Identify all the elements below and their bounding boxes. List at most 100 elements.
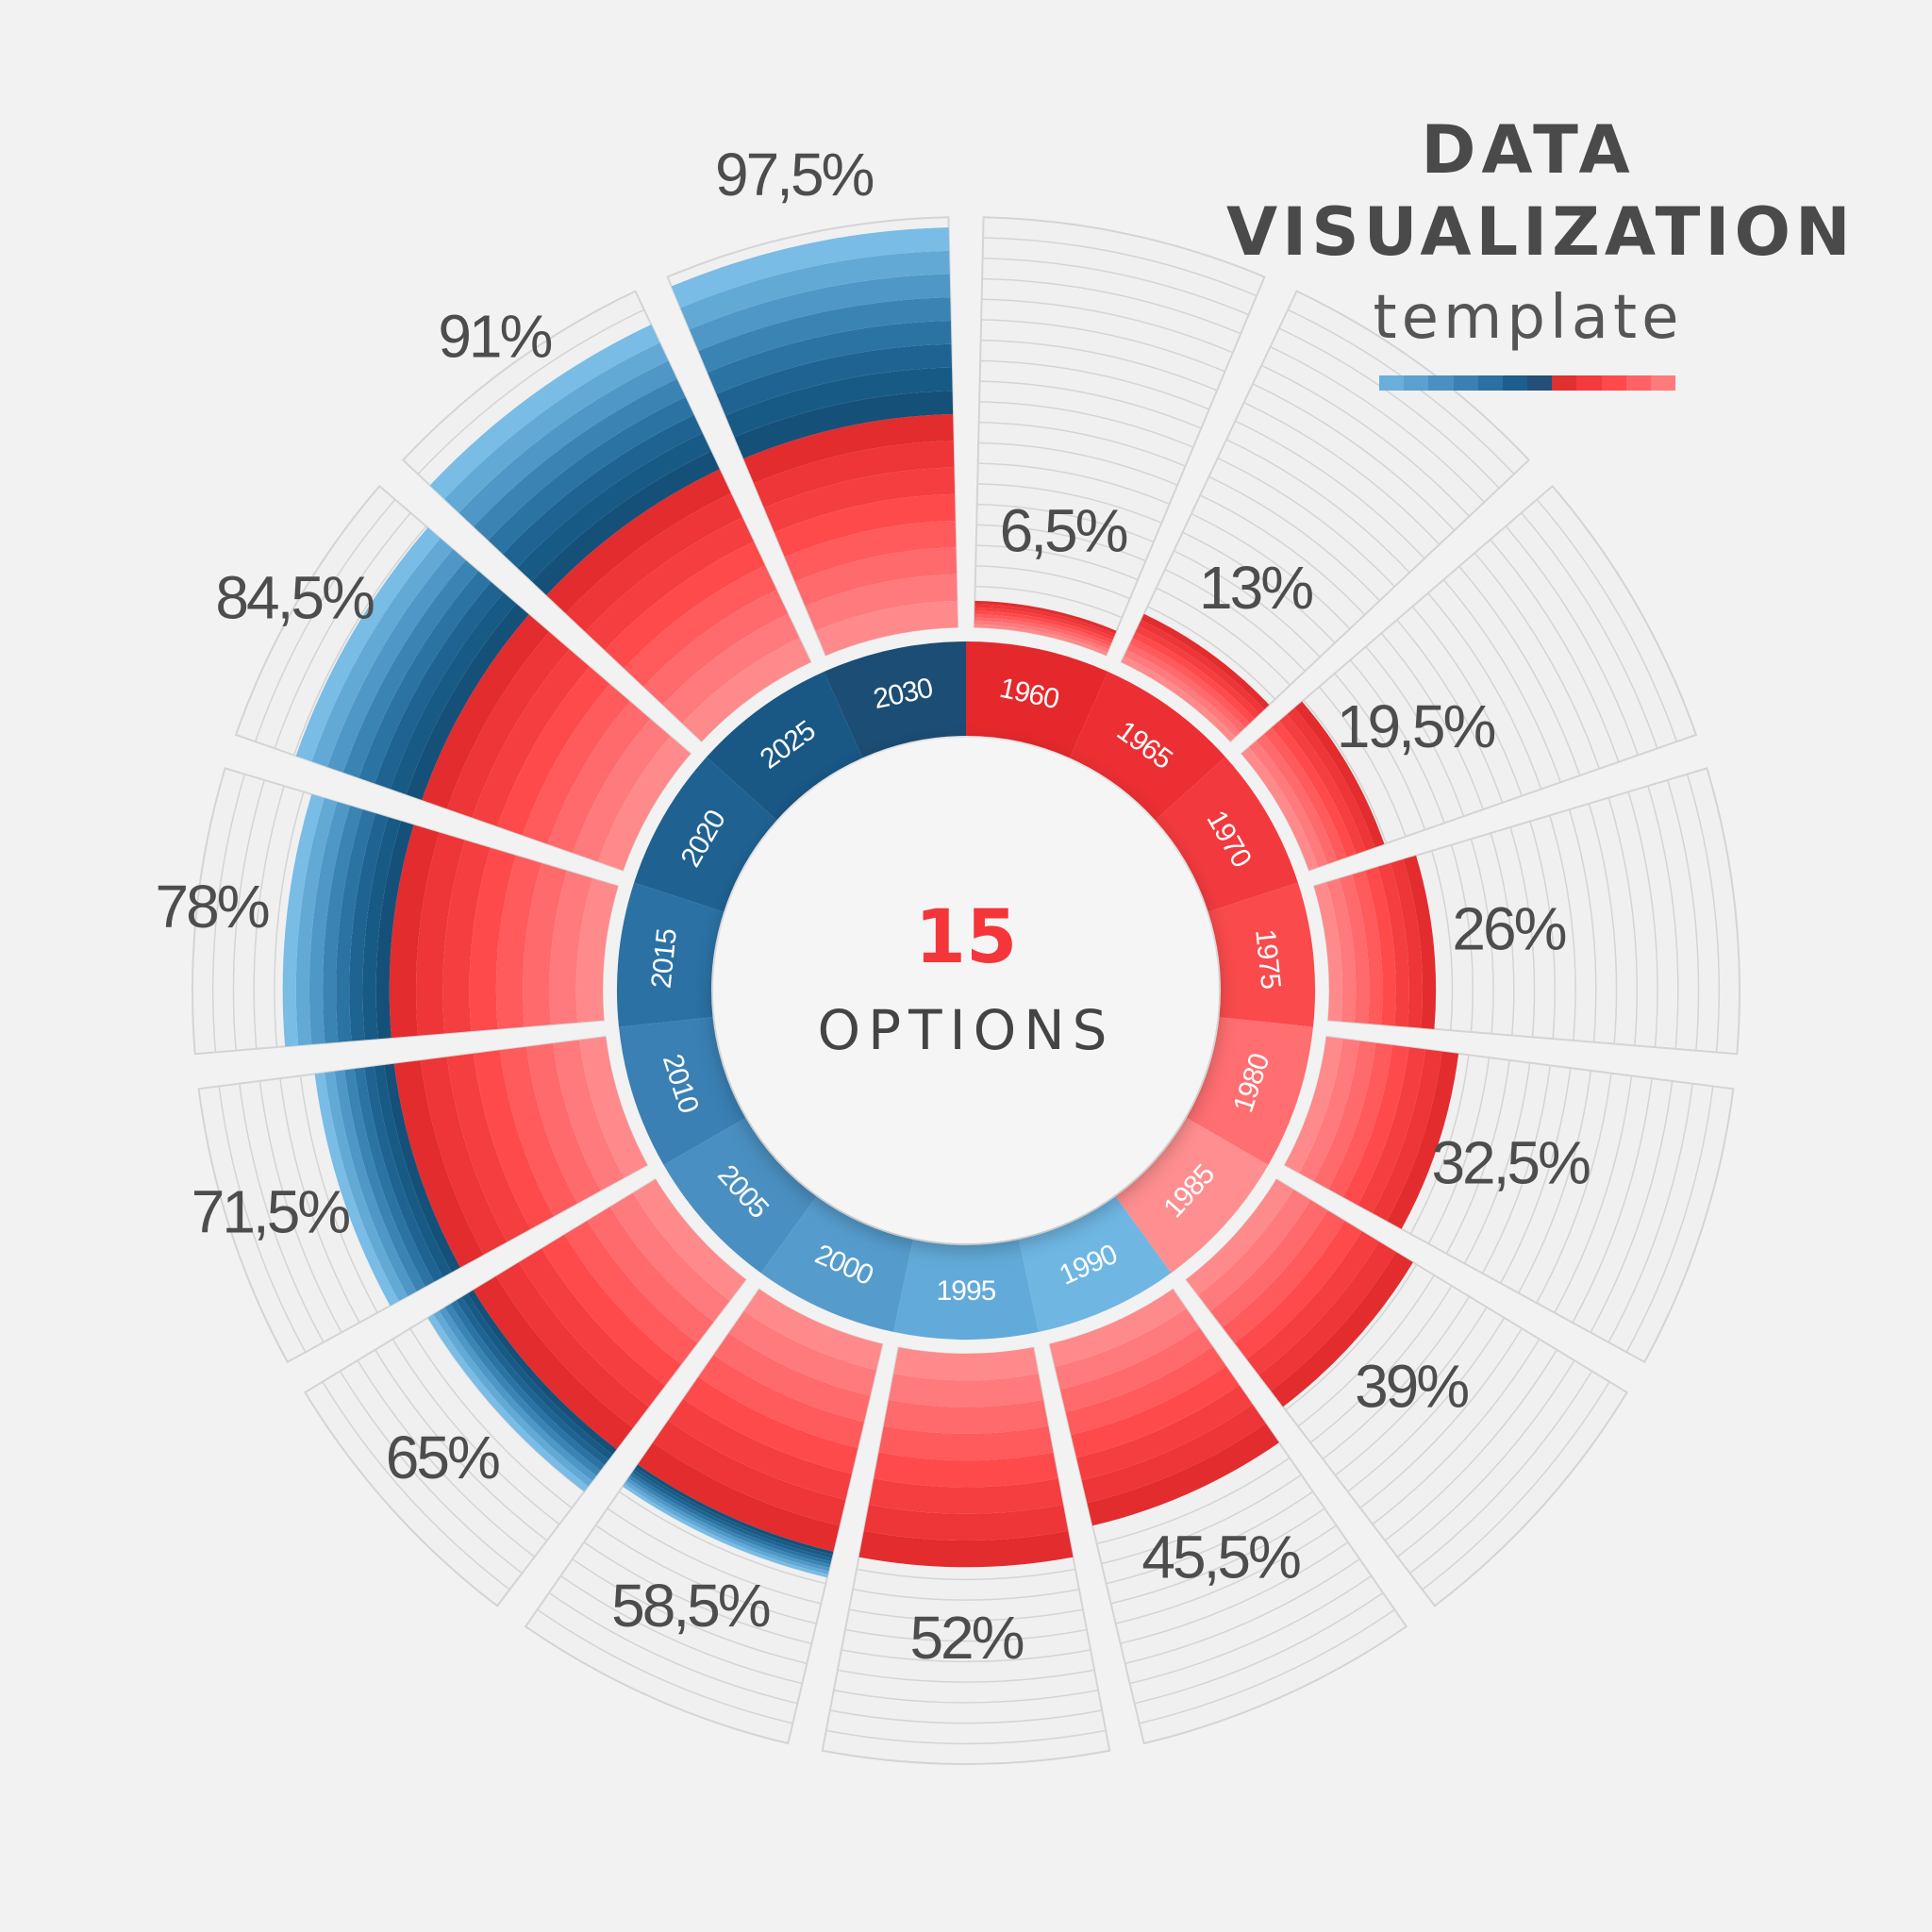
legend-stripe-swatch (1576, 375, 1602, 391)
track-grid-line (218, 1086, 307, 1353)
year-ring-segment (824, 641, 966, 758)
bar-red-band (643, 590, 789, 706)
legend-stripe-swatch (1650, 375, 1676, 391)
bar-red-band (974, 607, 1114, 641)
track-grid-line (1129, 1574, 1373, 1685)
value-label: 45,5% (1141, 1524, 1300, 1591)
bar-blue-band (325, 1071, 408, 1302)
bar-red-band (525, 1043, 601, 1204)
bar-blue-band (461, 1293, 613, 1460)
bar-red-band (974, 624, 1108, 656)
year-ring-segment (1115, 1118, 1269, 1274)
track-grid-line (979, 401, 1194, 448)
track-grid-line (1409, 1055, 1470, 1235)
track-grid-line (1120, 1541, 1349, 1644)
bar-red-band (974, 600, 1117, 634)
track-grid-line (833, 1689, 1099, 1704)
bar-red-band (499, 1046, 577, 1217)
bar-red-band (1279, 714, 1366, 855)
bar-red-band (585, 517, 755, 651)
track-grid-line (1490, 832, 1515, 1036)
bar-red-band (858, 1530, 1074, 1568)
bar-red-band (1352, 871, 1383, 1025)
bar-red-band (632, 1179, 746, 1301)
bar-blue-band (433, 1310, 592, 1487)
track-grid-line (357, 1359, 536, 1557)
track-grid-line (1225, 439, 1410, 574)
bar-red-band (1210, 1200, 1328, 1327)
bar-blue-band (458, 360, 677, 527)
bar-blue-band (707, 321, 952, 394)
legend-stripe-swatch (1625, 375, 1651, 391)
bar-red-band (519, 1248, 666, 1407)
track-grid-line (974, 585, 1123, 619)
track-grid-line (1588, 803, 1618, 1044)
bar-red-band (446, 631, 570, 818)
bar-blue-band (323, 806, 363, 1043)
bar-red-band (683, 1376, 858, 1474)
bar-red-band (869, 1478, 1063, 1514)
track-grid-line (981, 319, 1225, 373)
bar-red-band (1129, 638, 1250, 728)
bar-red-band (541, 1234, 682, 1386)
bar-blue-band (314, 1073, 399, 1307)
bar-red-band (495, 1262, 649, 1428)
bar-red-band (1049, 1289, 1187, 1367)
track-grid-line (1529, 821, 1556, 1040)
bar-red-band (863, 1505, 1069, 1541)
track-grid-line (1474, 552, 1600, 770)
bar-red-band (1234, 1221, 1362, 1359)
track-grid-line (1134, 1591, 1384, 1705)
track-grid-line (1427, 592, 1542, 790)
track-grid-line (254, 498, 396, 742)
track-grid-line (1458, 565, 1581, 776)
track-grid-line (1106, 1491, 1314, 1585)
value-label: 6,5% (1000, 496, 1127, 564)
bar-red-band (878, 1425, 1054, 1461)
bar-blue-band (488, 396, 694, 555)
track-grid-line (583, 1541, 812, 1644)
bar-red-band (473, 1050, 555, 1229)
bar-blue-band (344, 1069, 425, 1291)
bar-red-band (1284, 1036, 1343, 1174)
track-grid-line (1110, 1507, 1325, 1605)
track-segment (973, 216, 1266, 658)
bar-red-band (420, 1057, 508, 1255)
track-grid-line (848, 1608, 1084, 1622)
track-grid-line (1347, 1317, 1506, 1492)
bar-blue-band (311, 538, 454, 767)
track-grid-line (1208, 475, 1381, 602)
track-grid-line (239, 1083, 325, 1343)
bar-red-band (1391, 858, 1423, 1028)
bar-red-band (553, 1040, 625, 1191)
track-grid-line (980, 339, 1218, 391)
bar-red-band (389, 824, 440, 1039)
bar-blue-band (671, 227, 950, 308)
track-grid-line (409, 1327, 573, 1509)
bar-red-band (523, 862, 568, 1027)
value-label: 78% (156, 873, 269, 941)
bar-blue-band (716, 343, 953, 416)
track-grid-line (856, 1568, 1076, 1581)
bar-blue-band (429, 325, 660, 500)
track-grid-line (975, 544, 1139, 581)
track-grid-line (1139, 1608, 1395, 1724)
track-grid-line (1396, 619, 1504, 804)
track-grid-line (1365, 645, 1465, 817)
track-grid-line (982, 257, 1249, 316)
year-ring-segment (619, 1017, 746, 1165)
track-grid-line (595, 1524, 817, 1624)
bar-red-band (609, 1192, 730, 1323)
bar-blue-band (384, 1063, 460, 1273)
bar-red-band (1135, 625, 1260, 719)
bar-red-band (597, 736, 691, 871)
bar-red-band (754, 441, 955, 508)
track-grid-line (1380, 632, 1484, 810)
bar-red-band (1294, 701, 1385, 848)
bar-red-band (763, 467, 956, 533)
bar-red-band (1387, 1051, 1459, 1229)
track-grid-line (1199, 494, 1366, 616)
bar-red-band (653, 1421, 846, 1526)
track-grid-line (1384, 1349, 1557, 1541)
track-grid-line (1481, 1065, 1551, 1274)
